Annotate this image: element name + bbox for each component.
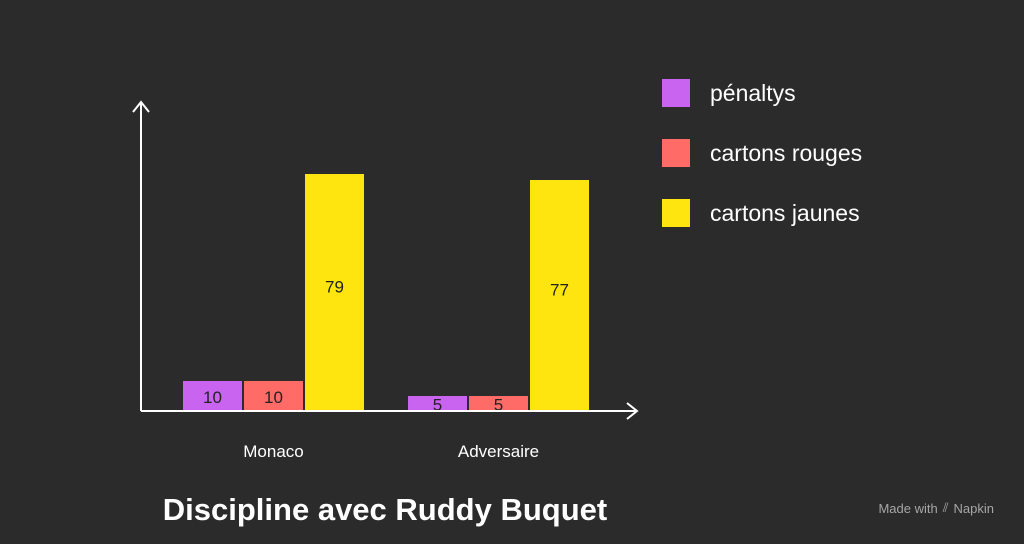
legend-label: pénaltys [710,79,796,106]
legend-swatch-cartons-jaunes [662,199,690,227]
data-label-monaco-cartons-jaunes: 79 [325,278,344,297]
bar-adversaire-cartons-jaunes [530,180,589,411]
legend-item-cartons-rouges: cartons rouges [662,138,862,168]
napkin-logo-icon: ⫽ [942,500,949,515]
data-label-adversaire-cartons-rouges: 5 [494,396,503,415]
data-label-adversaire-penaltys: 5 [433,396,442,415]
legend: pénaltys cartons rouges cartons jaunes [662,78,862,258]
legend-label: cartons jaunes [710,199,860,226]
legend-swatch-penaltys [662,79,690,107]
watermark-brand: Napkin [953,500,994,516]
chart-title: Discipline avec Ruddy Buquet [162,492,608,527]
data-label-monaco-penaltys: 10 [203,388,222,407]
legend-item-cartons-jaunes: cartons jaunes [662,198,862,228]
bar-monaco-penaltys [183,381,242,411]
data-label-adversaire-cartons-jaunes: 77 [550,281,569,300]
x-axis-arrow [626,402,639,420]
bar-monaco-cartons-rouges [244,381,303,411]
legend-swatch-cartons-rouges [662,139,690,167]
watermark-made-with: Made with [878,500,938,516]
x-tick-label-monaco: Monaco [243,442,303,461]
bar-monaco-cartons-jaunes [305,174,364,411]
y-axis-arrow [132,100,150,113]
x-tick-label-adversaire: Adversaire [458,442,539,461]
legend-item-penaltys: pénaltys [662,78,862,108]
watermark[interactable]: Made with ⫽ Napkin [878,500,994,516]
legend-label: cartons rouges [710,139,863,166]
bar-adversaire-cartons-rouges [469,396,528,411]
bar-adversaire-penaltys [408,396,467,411]
data-label-monaco-cartons-rouges: 10 [264,388,283,407]
